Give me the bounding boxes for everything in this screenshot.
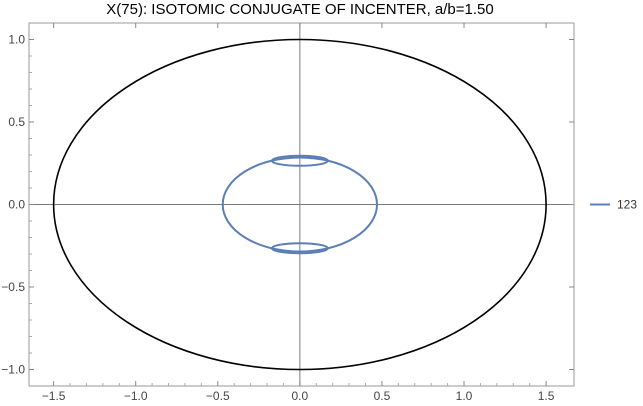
x-tick-label: −1.0 [124, 389, 148, 403]
x-tick-label: 0.5 [374, 389, 391, 403]
y-tick-label: −0.5 [1, 280, 25, 294]
locus-main-oval [221, 156, 379, 253]
outer-ellipse [52, 38, 547, 371]
y-tick-label: 0.5 [8, 115, 25, 129]
x-tick-label: 0.0 [292, 389, 309, 403]
x-tick-label: −1.5 [42, 389, 66, 403]
x-tick-label: 1.0 [456, 389, 473, 403]
legend-label: 123 [617, 198, 637, 212]
x-tick-label: −0.5 [206, 389, 230, 403]
y-tick-label: 0.0 [8, 198, 25, 212]
x-tick-label: 1.5 [538, 389, 555, 403]
y-tick-label: −1.0 [1, 363, 25, 377]
series-123 [221, 154, 379, 255]
y-tick-label: 1.0 [8, 33, 25, 47]
locus-bottom-loop [270, 242, 329, 255]
locus-top-loop [270, 154, 329, 167]
chart-title: X(75): ISOTOMIC CONJUGATE OF INCENTER, a… [106, 1, 494, 18]
